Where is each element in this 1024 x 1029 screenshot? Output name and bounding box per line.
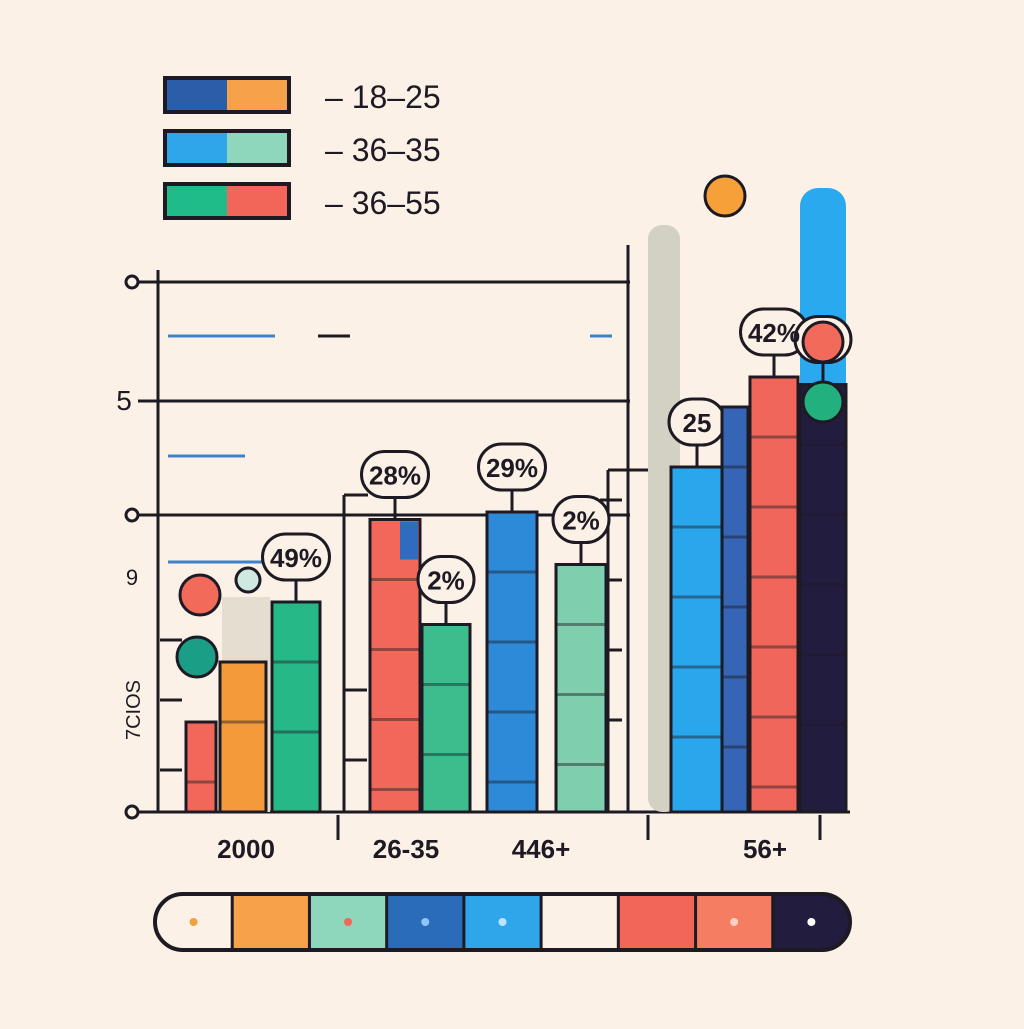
legend-swatch: [165, 78, 227, 112]
legend-swatch: [165, 131, 227, 165]
bar-56+-9: [748, 375, 800, 814]
decor-dot: [801, 320, 845, 364]
y-tick-label: 5: [116, 385, 132, 416]
axis-tick-circle: [124, 274, 140, 290]
legend-swatch-border: [163, 76, 291, 114]
bar-cap: [400, 521, 418, 560]
data-label-bubble: [416, 555, 476, 604]
data-label-bubble: [551, 495, 611, 544]
bar-446+-5: [485, 510, 539, 814]
legend-item: – 18–25: [163, 76, 441, 115]
legend-label: – 36–35: [325, 132, 441, 168]
bar-2000-1: [218, 660, 268, 814]
legend-swatch-border: [163, 182, 291, 220]
legend-swatch: [227, 131, 289, 165]
color-legend-swatch: [618, 894, 697, 950]
color-legend-dot: [344, 918, 353, 926]
bar-56+-10: [798, 383, 848, 814]
legend-swatch: [227, 184, 289, 218]
data-label: 28%: [369, 461, 421, 491]
bars: [184, 307, 853, 814]
category-label: 56+: [743, 834, 787, 864]
data-label: 29%: [486, 453, 538, 483]
category-label: 446+: [512, 834, 571, 864]
bar-26-35-3: [368, 518, 422, 814]
bar-446+-6: [554, 563, 608, 814]
color-legend-bar: [155, 894, 850, 950]
color-legend-dot: [730, 918, 739, 926]
legend-swatch-border: [163, 129, 291, 167]
color-legend-dot: [498, 918, 507, 926]
color-legend-swatch: [541, 894, 620, 950]
bar-2000-0: [184, 720, 218, 814]
data-label: 2%: [427, 566, 465, 596]
color-legend-dot: [189, 918, 198, 926]
data-label: 25: [683, 408, 712, 438]
data-label-bubble: [261, 532, 331, 582]
legend-label: – 36–55: [325, 185, 441, 221]
color-legend-dot: [421, 918, 430, 926]
legend-swatch: [227, 78, 289, 112]
data-label-bubble: [477, 442, 547, 492]
decor-dot: [178, 573, 222, 617]
decor-dot: [703, 174, 747, 218]
legend-item: – 36–55: [163, 182, 441, 221]
data-label: 2%: [562, 506, 600, 536]
color-legend-dot: [807, 918, 816, 926]
bar-26-35-4: [420, 623, 472, 814]
decor-dot: [175, 635, 219, 679]
data-label: 49%: [270, 543, 322, 573]
y-axis-label: 7CIOS: [123, 680, 145, 740]
data-label-bubble: [360, 450, 430, 499]
category-label: 2000: [217, 834, 275, 864]
color-legend-border: [153, 892, 852, 952]
bar-56+-7: [669, 465, 725, 814]
decor-dot: [801, 380, 845, 424]
axis-tick-circle: [124, 804, 140, 820]
bar-56+-8: [720, 405, 750, 814]
axis-tick-circle: [124, 507, 140, 523]
data-label: 42%: [748, 318, 800, 348]
legend-swatch: [165, 184, 227, 218]
category-label: 26-35: [373, 834, 440, 864]
legend-item: – 36–35: [163, 129, 441, 168]
color-legend-swatch: [232, 894, 311, 950]
legend-label: – 18–25: [325, 79, 441, 115]
bar-2000-2: [270, 600, 322, 814]
y-tick-label: 9: [126, 565, 138, 590]
decor-dot: [234, 566, 262, 594]
